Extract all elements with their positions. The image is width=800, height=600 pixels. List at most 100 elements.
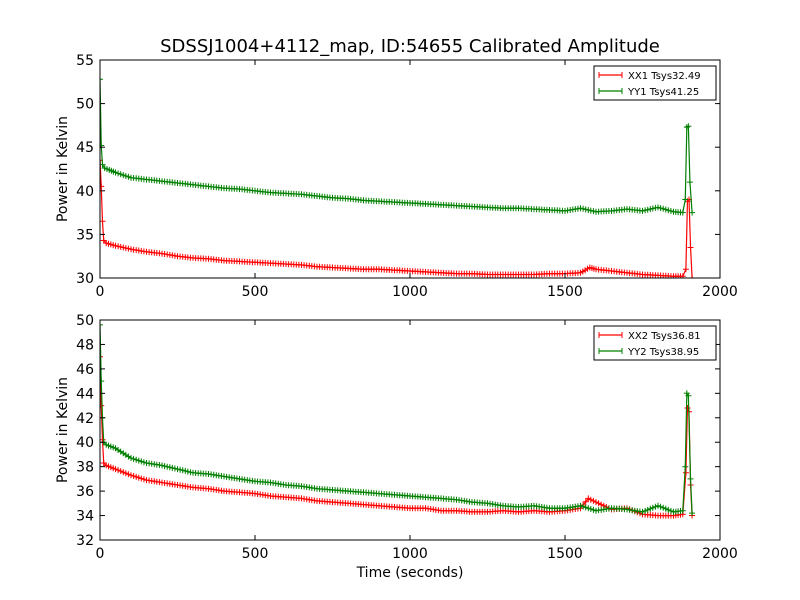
- data-point-marker: [580, 503, 587, 510]
- data-point-marker: [687, 244, 694, 251]
- x-tick-label: 1500: [547, 546, 583, 562]
- data-point-marker: [682, 196, 689, 203]
- y-axis-label: Power in Kelvin: [55, 377, 71, 483]
- y-tick-label: 40: [76, 184, 94, 200]
- y-axis-label: Power in Kelvin: [55, 116, 71, 222]
- y-tick-label: 34: [76, 509, 94, 525]
- data-point-marker: [644, 206, 651, 213]
- x-tick-label: 1000: [392, 546, 428, 562]
- data-point-marker: [169, 464, 176, 471]
- y-tick-label: 36: [76, 484, 94, 500]
- data-point-marker: [587, 506, 594, 512]
- data-point-marker: [582, 498, 589, 505]
- legend-marker: [598, 332, 623, 338]
- x-tick-label: 1000: [392, 284, 428, 300]
- data-point-marker: [682, 469, 689, 476]
- data-point-marker: [100, 353, 103, 360]
- bottom-subplot: 0 500 1000 1500 2000 32 34 36 38 40 42 44 46 48 50 Powe…: [55, 313, 738, 581]
- y-tick-label: 50: [76, 97, 94, 113]
- data-point-marker: [115, 170, 122, 177]
- data-point-marker: [187, 469, 194, 476]
- data-point-marker: [179, 467, 186, 474]
- data-point-marker: [100, 183, 105, 190]
- data-point-marker: [122, 173, 129, 179]
- series-markers-yy: [100, 76, 696, 216]
- y-tick-label: 48: [76, 337, 94, 353]
- data-point-marker: [655, 502, 661, 509]
- data-point-marker: [665, 506, 672, 513]
- data-point-marker: [140, 476, 147, 483]
- data-point-marker: [689, 275, 696, 278]
- data-point-marker: [115, 243, 122, 250]
- data-point-marker: [112, 242, 119, 249]
- data-point-marker: [682, 266, 689, 273]
- data-point-marker: [587, 496, 594, 503]
- x-tick-label: 500: [242, 546, 269, 562]
- data-point-marker: [649, 504, 656, 511]
- data-point-marker: [660, 504, 667, 511]
- data-point-marker: [184, 468, 191, 475]
- series-markers-yy: [100, 321, 696, 517]
- data-point-marker: [161, 463, 168, 470]
- data-point-marker: [171, 465, 178, 472]
- x-tick-label: 2000: [702, 284, 738, 300]
- y-tick-label: 55: [76, 53, 94, 69]
- data-point-marker: [644, 506, 651, 513]
- data-point-marker: [100, 402, 105, 409]
- data-point-marker: [655, 204, 661, 211]
- figure-title: SDSSJ1004+4112_map, ID:54655 Calibrated …: [160, 36, 660, 57]
- data-point-marker: [582, 504, 589, 511]
- data-point-marker: [590, 497, 597, 504]
- y-tick-label: 50: [76, 313, 94, 329]
- data-point-marker: [125, 245, 132, 252]
- data-point-marker: [642, 507, 649, 514]
- series-group: [100, 76, 696, 278]
- data-point-marker: [660, 205, 667, 212]
- data-point-marker: [174, 466, 181, 473]
- data-point-marker: [159, 462, 165, 469]
- data-point-marker: [684, 405, 691, 411]
- data-point-marker: [657, 205, 664, 212]
- data-point-marker: [598, 501, 605, 508]
- y-tick-label: 30: [76, 271, 94, 287]
- data-point-marker: [138, 458, 145, 465]
- data-point-marker: [133, 456, 140, 463]
- legend-label: XX2 Tsys36.81: [628, 331, 701, 342]
- y-tick-label: 46: [76, 362, 94, 378]
- data-point-marker: [593, 499, 599, 506]
- data-point-marker: [100, 76, 103, 83]
- data-point-marker: [125, 173, 132, 180]
- series-markers-xx: [100, 157, 696, 278]
- legend-label: YY2 Tsys38.95: [627, 347, 699, 358]
- data-point-marker: [590, 506, 597, 513]
- data-point-marker: [128, 472, 134, 479]
- data-point-marker: [595, 500, 602, 507]
- legend-label: YY1 Tsys41.25: [627, 87, 699, 98]
- x-tick-label: 0: [96, 546, 105, 562]
- data-point-marker: [679, 507, 686, 514]
- data-point-marker: [689, 510, 696, 517]
- series-group: [100, 321, 696, 519]
- data-point-marker: [679, 273, 686, 278]
- data-point-marker: [117, 171, 124, 178]
- data-point-marker: [679, 209, 686, 216]
- legend-box: [593, 325, 717, 361]
- data-point-marker: [133, 473, 140, 480]
- data-point-marker: [140, 459, 147, 466]
- data-point-marker: [649, 205, 656, 212]
- data-point-marker: [138, 475, 145, 482]
- data-point-marker: [580, 205, 587, 212]
- data-point-marker: [682, 463, 689, 470]
- x-tick-label: 2000: [702, 546, 738, 562]
- data-point-marker: [657, 503, 664, 510]
- data-point-marker: [689, 209, 696, 216]
- data-point-marker: [639, 508, 646, 515]
- y-tick-label: 45: [76, 140, 94, 156]
- data-point-marker: [130, 455, 137, 462]
- legend-marker: [598, 348, 623, 354]
- x-axis-label: Time (seconds): [356, 565, 464, 581]
- legend: XX2 Tsys36.81 YY2 Tsys38.95: [593, 325, 717, 361]
- y-tick-label: 35: [76, 227, 94, 243]
- legend-marker: [598, 88, 623, 94]
